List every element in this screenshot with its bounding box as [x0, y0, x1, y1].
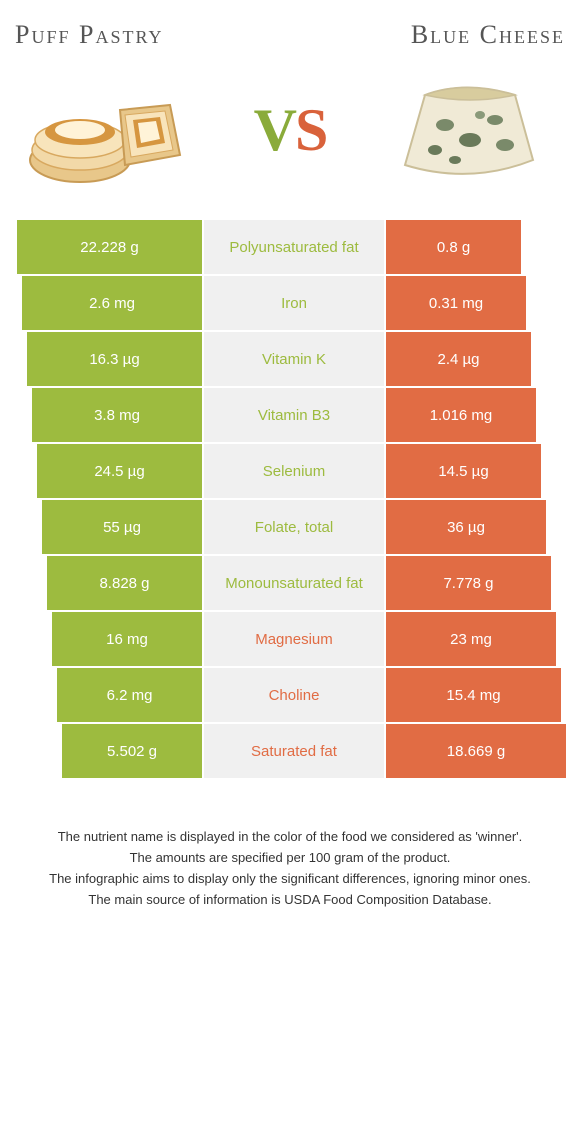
puff-pastry-image: [25, 65, 205, 195]
footer-line: The infographic aims to display only the…: [30, 870, 550, 889]
vs-s: S: [295, 97, 326, 163]
right-value: 23 mg: [386, 612, 556, 666]
left-value: 55 µg: [42, 500, 202, 554]
left-value: 16 mg: [52, 612, 202, 666]
right-value: 2.4 µg: [386, 332, 531, 386]
right-value: 36 µg: [386, 500, 546, 554]
table-row: 55 µgFolate, total36 µg: [15, 500, 565, 554]
header: Puff Pastry Blue Cheese: [15, 20, 565, 50]
vs-v: V: [254, 97, 295, 163]
nutrient-label: Vitamin B3: [204, 388, 384, 442]
footer-line: The main source of information is USDA F…: [30, 891, 550, 910]
left-value: 22.228 g: [17, 220, 202, 274]
right-value: 0.8 g: [386, 220, 521, 274]
nutrient-label: Iron: [204, 276, 384, 330]
right-value: 15.4 mg: [386, 668, 561, 722]
nutrient-label: Folate, total: [204, 500, 384, 554]
nutrient-table: 22.228 gPolyunsaturated fat0.8 g2.6 mgIr…: [15, 220, 565, 778]
nutrient-label: Saturated fat: [204, 724, 384, 778]
table-row: 6.2 mgCholine15.4 mg: [15, 668, 565, 722]
nutrient-label: Magnesium: [204, 612, 384, 666]
left-food-title: Puff Pastry: [15, 20, 163, 50]
left-value: 24.5 µg: [37, 444, 202, 498]
table-row: 16 mgMagnesium23 mg: [15, 612, 565, 666]
nutrient-label: Monounsaturated fat: [204, 556, 384, 610]
vs-label: VS: [254, 96, 327, 165]
nutrient-label: Polyunsaturated fat: [204, 220, 384, 274]
table-row: 5.502 gSaturated fat18.669 g: [15, 724, 565, 778]
nutrient-label: Vitamin K: [204, 332, 384, 386]
nutrient-label: Choline: [204, 668, 384, 722]
nutrient-label: Selenium: [204, 444, 384, 498]
footer-notes: The nutrient name is displayed in the co…: [30, 828, 550, 911]
table-row: 24.5 µgSelenium14.5 µg: [15, 444, 565, 498]
table-row: 8.828 gMonounsaturated fat7.778 g: [15, 556, 565, 610]
blue-cheese-image: [375, 65, 555, 195]
table-row: 2.6 mgIron0.31 mg: [15, 276, 565, 330]
left-value: 16.3 µg: [27, 332, 202, 386]
image-row: VS: [15, 65, 565, 195]
right-value: 0.31 mg: [386, 276, 526, 330]
left-value: 2.6 mg: [22, 276, 202, 330]
table-row: 22.228 gPolyunsaturated fat0.8 g: [15, 220, 565, 274]
left-value: 5.502 g: [62, 724, 202, 778]
right-value: 18.669 g: [386, 724, 566, 778]
table-row: 16.3 µgVitamin K2.4 µg: [15, 332, 565, 386]
right-value: 1.016 mg: [386, 388, 536, 442]
right-food-title: Blue Cheese: [411, 20, 565, 50]
table-row: 3.8 mgVitamin B31.016 mg: [15, 388, 565, 442]
footer-line: The nutrient name is displayed in the co…: [30, 828, 550, 847]
right-value: 7.778 g: [386, 556, 551, 610]
left-value: 3.8 mg: [32, 388, 202, 442]
right-value: 14.5 µg: [386, 444, 541, 498]
left-value: 6.2 mg: [57, 668, 202, 722]
footer-line: The amounts are specified per 100 gram o…: [30, 849, 550, 868]
left-value: 8.828 g: [47, 556, 202, 610]
